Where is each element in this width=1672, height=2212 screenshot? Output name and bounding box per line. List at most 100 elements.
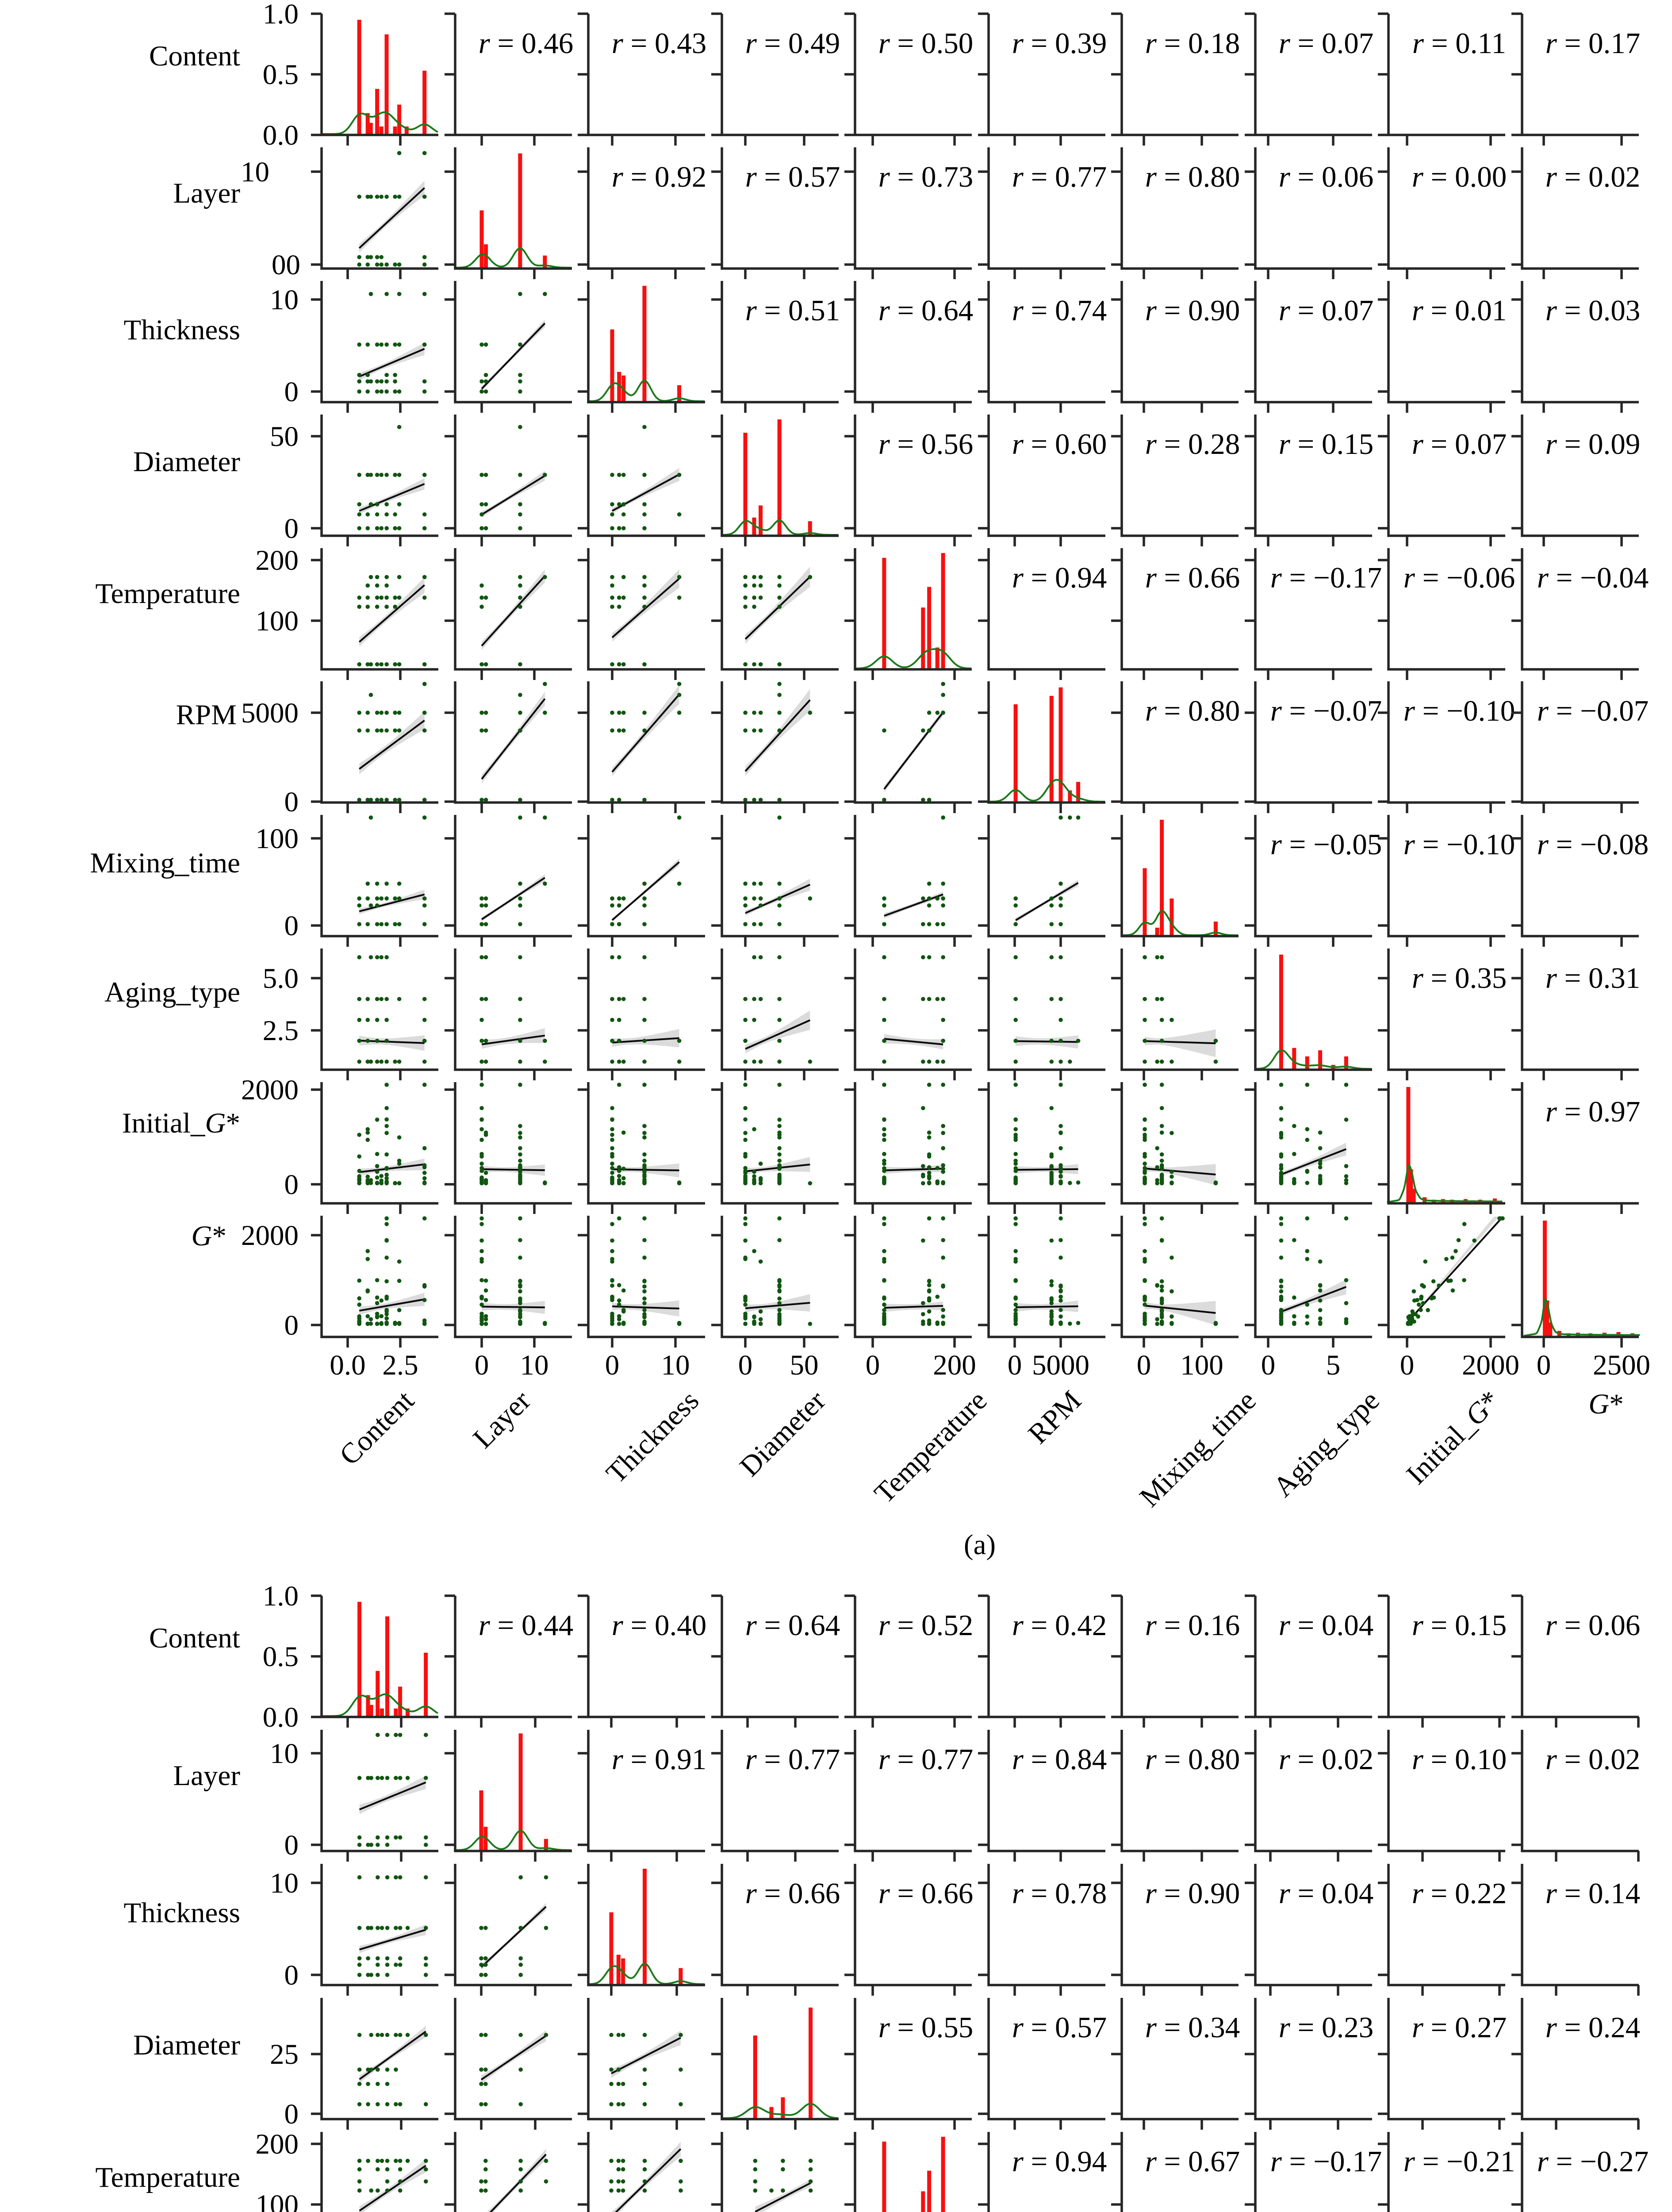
svg-text:Diameter: Diameter [133, 446, 240, 478]
svg-text:0: 0 [284, 1829, 299, 1861]
svg-text:5.0: 5.0 [263, 963, 299, 995]
svg-text:r = 0.15: r = 0.15 [1412, 1609, 1507, 1642]
svg-text:r = 0.91: r = 0.91 [612, 1743, 707, 1776]
svg-text:Temperature: Temperature [96, 578, 240, 610]
svg-text:r = 0.66: r = 0.66 [878, 1877, 974, 1910]
svg-text:r = 0.43: r = 0.43 [612, 27, 707, 60]
svg-text:r = 0.06: r = 0.06 [1545, 1609, 1641, 1642]
svg-text:r = 0.39: r = 0.39 [1012, 27, 1107, 60]
svg-text:r = 0.57: r = 0.57 [1012, 2011, 1107, 2044]
svg-text:r = 0.80: r = 0.80 [1145, 695, 1240, 727]
svg-text:r = 0.64: r = 0.64 [745, 1609, 840, 1642]
svg-text:100: 100 [256, 2189, 299, 2212]
svg-text:r = −0.17: r = −0.17 [1270, 2145, 1382, 2178]
svg-text:r = 0.31: r = 0.31 [1545, 962, 1641, 995]
svg-text:50: 50 [790, 1349, 819, 1381]
svg-text:10: 10 [241, 156, 269, 188]
svg-text:r = 0.66: r = 0.66 [1145, 561, 1240, 594]
svg-text:r = 0.94: r = 0.94 [1012, 561, 1107, 594]
svg-text:r = −0.10: r = −0.10 [1404, 695, 1515, 727]
svg-text:r = 0.66: r = 0.66 [745, 1877, 840, 1910]
svg-text:r = 0.03: r = 0.03 [1545, 294, 1641, 327]
svg-text:r = −0.27: r = −0.27 [1537, 2145, 1649, 2178]
svg-text:0: 0 [605, 1349, 620, 1381]
svg-text:0.0: 0.0 [263, 119, 299, 151]
svg-text:r = 0.44: r = 0.44 [479, 1609, 574, 1642]
svg-text:r = 0.07: r = 0.07 [1279, 27, 1374, 60]
svg-text:1.0: 1.0 [263, 1580, 299, 1612]
svg-text:r = 0.04: r = 0.04 [1279, 1609, 1374, 1642]
svg-text:r = 0.04: r = 0.04 [1279, 1877, 1374, 1910]
svg-text:r = −0.10: r = −0.10 [1404, 828, 1515, 861]
svg-text:r = 0.00: r = 0.00 [1412, 161, 1507, 193]
svg-text:r = 0.46: r = 0.46 [479, 27, 574, 60]
svg-text:RPM: RPM [176, 699, 237, 731]
svg-text:r = 0.92: r = 0.92 [612, 161, 707, 193]
svg-text:0: 0 [1400, 1349, 1415, 1381]
svg-text:r = 0.02: r = 0.02 [1545, 161, 1641, 193]
svg-text:r = 0.94: r = 0.94 [1012, 2145, 1107, 2178]
svg-text:50: 50 [270, 421, 299, 453]
svg-text:00: 00 [272, 249, 300, 281]
svg-text:0.5: 0.5 [263, 1641, 299, 1673]
svg-text:0: 0 [284, 1169, 299, 1201]
svg-text:r = 0.52: r = 0.52 [878, 1609, 974, 1642]
svg-text:r = 0.02: r = 0.02 [1279, 1743, 1374, 1776]
svg-text:2000: 2000 [241, 1220, 299, 1252]
svg-text:r = 0.11: r = 0.11 [1412, 27, 1506, 60]
svg-text:r = 0.64: r = 0.64 [878, 294, 974, 327]
svg-text:r = 0.01: r = 0.01 [1412, 294, 1507, 327]
svg-text:r = 0.49: r = 0.49 [745, 27, 840, 60]
svg-text:2.5: 2.5 [382, 1349, 418, 1381]
svg-text:Content: Content [149, 1622, 240, 1654]
svg-text:200: 200 [933, 1349, 976, 1381]
svg-text:Mixing_time: Mixing_time [90, 847, 240, 879]
svg-text:r = 0.09: r = 0.09 [1545, 428, 1641, 461]
svg-text:2500: 2500 [1593, 1349, 1650, 1381]
svg-text:r = −0.21: r = −0.21 [1404, 2145, 1515, 2178]
svg-text:Thickness: Thickness [123, 1897, 240, 1929]
svg-text:r = −0.06: r = −0.06 [1404, 561, 1515, 594]
svg-text:r = 0.56: r = 0.56 [878, 428, 974, 461]
svg-text:r = 0.80: r = 0.80 [1145, 161, 1240, 193]
svg-text:r = 0.90: r = 0.90 [1145, 1877, 1240, 1910]
svg-text:10: 10 [520, 1349, 549, 1381]
svg-text:0: 0 [1261, 1349, 1276, 1381]
svg-text:r = 0.77: r = 0.77 [1012, 161, 1107, 193]
svg-text:200: 200 [256, 545, 299, 576]
svg-text:r = 0.16: r = 0.16 [1145, 1609, 1240, 1642]
svg-text:r = −0.07: r = −0.07 [1270, 695, 1382, 727]
svg-text:r = 0.60: r = 0.60 [1012, 428, 1107, 461]
svg-text:r = 0.23: r = 0.23 [1279, 2011, 1374, 2044]
svg-text:0: 0 [284, 786, 299, 818]
svg-text:Aging_type: Aging_type [104, 976, 240, 1008]
svg-text:0: 0 [284, 376, 299, 408]
svg-text:2.5: 2.5 [263, 1015, 299, 1047]
svg-text:r = 0.10: r = 0.10 [1412, 1743, 1507, 1776]
svg-text:G*: G* [1588, 1388, 1623, 1420]
svg-text:r = 0.80: r = 0.80 [1145, 1743, 1240, 1776]
svg-text:Temperature: Temperature [96, 2162, 240, 2193]
svg-text:100: 100 [1180, 1349, 1223, 1381]
svg-text:0: 0 [475, 1349, 489, 1381]
svg-text:Content: Content [149, 40, 240, 72]
svg-text:r = −0.08: r = −0.08 [1537, 828, 1649, 861]
svg-text:25: 25 [270, 2039, 299, 2070]
svg-text:10: 10 [270, 284, 299, 316]
svg-text:r = 0.07: r = 0.07 [1412, 428, 1507, 461]
svg-text:r = 0.84: r = 0.84 [1012, 1743, 1107, 1776]
svg-text:r = 0.17: r = 0.17 [1545, 27, 1641, 60]
svg-text:r = 0.24: r = 0.24 [1545, 2011, 1641, 2044]
svg-text:10: 10 [270, 1738, 299, 1770]
svg-text:0: 0 [866, 1349, 880, 1381]
svg-text:2000: 2000 [1462, 1349, 1519, 1381]
svg-text:r = 0.57: r = 0.57 [745, 161, 840, 193]
svg-text:10: 10 [661, 1349, 690, 1381]
svg-text:r = 0.14: r = 0.14 [1545, 1877, 1641, 1910]
svg-text:r = 0.18: r = 0.18 [1145, 27, 1240, 60]
svg-text:0: 0 [284, 1959, 299, 1991]
svg-text:2000: 2000 [241, 1074, 299, 1106]
svg-text:r = 0.40: r = 0.40 [612, 1609, 707, 1642]
svg-text:5: 5 [1326, 1349, 1341, 1381]
svg-text:10: 10 [270, 1867, 299, 1899]
